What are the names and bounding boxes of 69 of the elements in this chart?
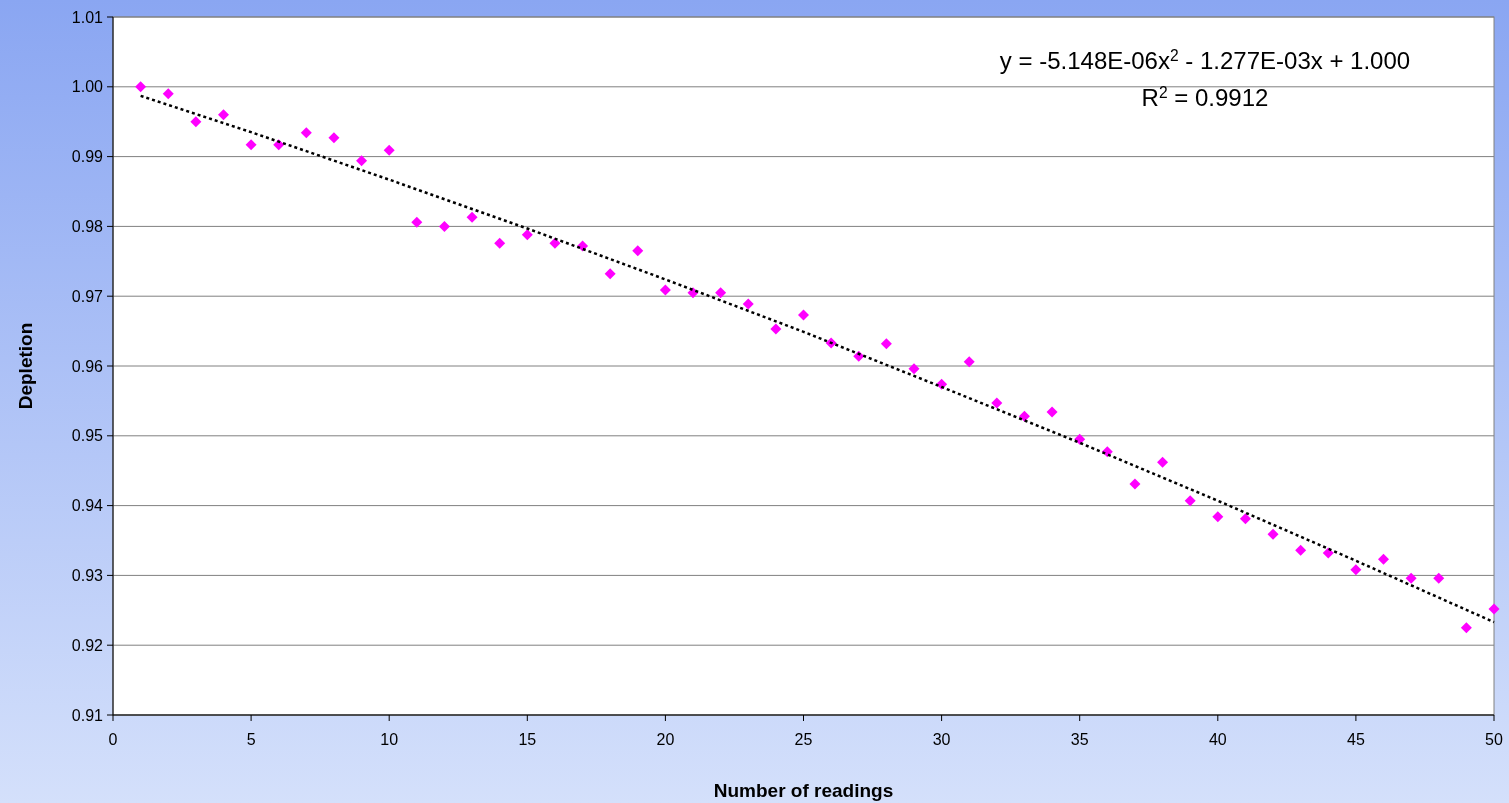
point	[991, 397, 1003, 409]
x-tick-label: 45	[1347, 731, 1365, 748]
point	[659, 284, 671, 296]
y-tick-label: 0.97	[71, 287, 104, 305]
point	[438, 220, 450, 232]
point	[1460, 622, 1472, 634]
point	[549, 237, 561, 249]
point	[715, 287, 727, 299]
x-axis-title: Number of readings	[713, 780, 894, 801]
point	[1350, 564, 1362, 576]
y-tick-label: 0.93	[71, 567, 104, 584]
x-tick-label: 0	[108, 731, 118, 748]
y-tick-label: 0.98	[71, 218, 104, 235]
point	[1129, 478, 1141, 490]
point	[1322, 547, 1334, 559]
point	[798, 309, 809, 321]
point	[1212, 511, 1224, 523]
point	[908, 363, 920, 375]
point	[1488, 603, 1500, 615]
x-tick-label: 50	[1485, 731, 1503, 748]
annotation: y = -5.148E-06x$^{2}$ - 1.277E-03x + 1.000	[999, 46, 1411, 74]
point	[632, 245, 644, 257]
point	[162, 88, 174, 100]
x-tick-label: 35	[1070, 731, 1089, 748]
y-tick-label: 1.01	[71, 8, 104, 26]
point	[742, 298, 754, 310]
point	[1157, 456, 1169, 468]
point	[411, 216, 423, 228]
point	[1184, 495, 1196, 507]
point	[328, 132, 340, 144]
point	[383, 144, 395, 156]
point	[963, 356, 975, 368]
point	[356, 155, 368, 167]
point	[1046, 406, 1058, 418]
point	[245, 139, 257, 151]
point	[190, 116, 202, 128]
y-tick-label: 1.00	[71, 78, 104, 96]
y-tick-label: 0.95	[71, 427, 104, 445]
x-tick-label: 30	[932, 731, 951, 748]
point	[1295, 544, 1307, 556]
y-tick-label: 0.96	[71, 357, 104, 375]
x-tick-label: 10	[380, 731, 399, 748]
x-tick-label: 40	[1208, 731, 1227, 748]
y-tick-label: 0.94	[71, 497, 104, 515]
point	[521, 229, 533, 241]
point	[1433, 572, 1445, 584]
point	[1239, 513, 1251, 525]
x-tick-label: 5	[246, 731, 256, 748]
x-tick-label: 15	[518, 731, 537, 748]
point	[604, 268, 616, 280]
point	[1267, 528, 1279, 540]
point	[880, 338, 892, 350]
point	[300, 127, 312, 139]
x-tick-label: 25	[794, 731, 813, 748]
annotation: R$^{2}$ = 0.9912	[1141, 83, 1269, 111]
y-tick-label: 0.92	[71, 636, 104, 654]
point	[217, 109, 229, 121]
x-tick-label: 20	[656, 731, 675, 748]
point	[577, 240, 589, 252]
point	[494, 237, 506, 249]
point	[135, 81, 147, 93]
y-tick-label: 0.91	[71, 706, 104, 724]
point	[466, 211, 478, 223]
point	[770, 323, 782, 335]
point	[1405, 572, 1417, 584]
point	[1378, 553, 1390, 565]
point	[1018, 410, 1030, 422]
y-axis-title: Depletion	[15, 322, 36, 410]
y-tick-label: 0.99	[71, 148, 104, 166]
